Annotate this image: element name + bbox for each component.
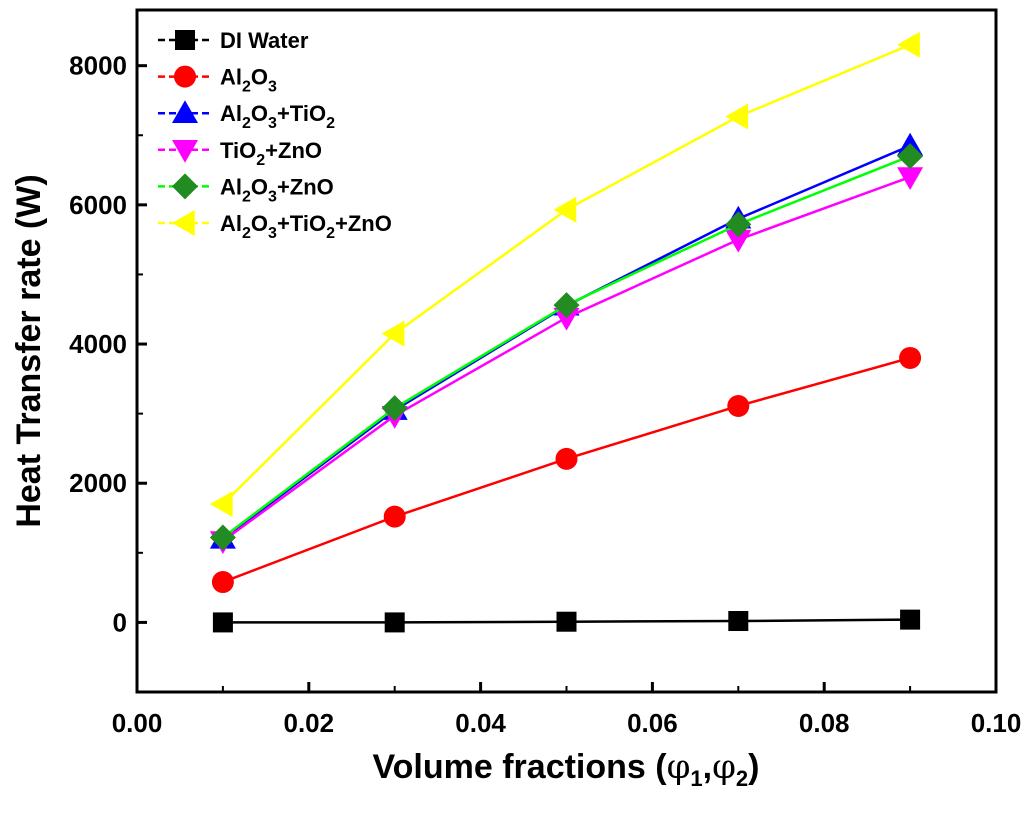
legend-item-al2o3-tio2: Al2O3+TiO2	[158, 100, 335, 132]
x-axis-title: Volume fractions (φ1,φ2)	[373, 747, 760, 791]
data-point-tio2-zno	[897, 167, 924, 191]
legend-item-al2o3-tio2-zno: Al2O3+TiO2+ZnO	[158, 210, 392, 242]
legend: DI Water Al2O3 Al2O3+TiO2 TiO2+ZnO Al2O3+ZnO…	[158, 28, 392, 242]
x-tick-label: 0.06	[627, 708, 678, 738]
legend-item-al2o3-zno: Al2O3+ZnO	[158, 173, 334, 205]
y-tick-label: 2000	[69, 468, 127, 498]
x-tick-label: 0.02	[283, 708, 334, 738]
legend-marker	[172, 210, 195, 236]
series-di-water	[212, 609, 921, 633]
x-tick-label: 0.10	[971, 708, 1022, 738]
legend-label: DI Water	[220, 28, 309, 53]
x-tick-label: 0.04	[455, 708, 506, 738]
data-point-al2o3-tio2-zno	[381, 320, 405, 347]
legend-item-tio2-zno: TiO2+ZnO	[158, 138, 322, 169]
y-tick-label: 8000	[69, 51, 127, 81]
y-axis-title: Heat Transfer rate (W)	[10, 174, 48, 527]
data-point-al2o3-zno	[209, 524, 236, 551]
data-point-al2o3	[383, 505, 406, 528]
data-point-al2o3-zno	[897, 143, 924, 170]
data-point-al2o3-zno	[725, 211, 752, 238]
legend-label: TiO2+ZnO	[220, 138, 322, 169]
data-point-di-water	[384, 612, 405, 633]
data-point-tio2-zno	[725, 229, 752, 253]
legend-marker	[172, 173, 198, 200]
axis-ticks: 0.00 0.02 0.04 0.06 0.08 0.10 0 2000 4000 6000 800…	[69, 51, 1021, 738]
x-tick-label: 0.00	[112, 708, 163, 738]
series-line-al2o3	[222, 356, 911, 584]
legend-item-al2o3: Al2O3	[158, 65, 277, 96]
y-tick-label: 4000	[69, 329, 127, 359]
series-group	[209, 31, 924, 633]
data-point-al2o3-tio2-zno	[897, 31, 920, 58]
legend-marker	[175, 30, 195, 50]
data-point-di-water	[212, 612, 233, 633]
series-al2o3-tio2-zno	[209, 31, 920, 518]
data-point-al2o3-zno	[381, 395, 408, 422]
data-point-al2o3	[899, 346, 922, 369]
legend-label: Al2O3	[220, 65, 277, 96]
legend-marker	[174, 65, 196, 88]
legend-marker	[172, 100, 198, 123]
x-tick-label: 0.08	[799, 708, 850, 738]
data-point-al2o3	[555, 447, 578, 470]
series-al2o3-zno	[209, 143, 924, 551]
legend-label: Al2O3+TiO2+ZnO	[220, 211, 392, 242]
legend-marker	[172, 140, 198, 163]
legend-label: Al2O3+ZnO	[220, 174, 334, 205]
data-point-di-water	[556, 611, 577, 632]
y-tick-label: 0	[113, 607, 127, 637]
data-point-tio2-zno	[553, 307, 580, 331]
data-point-al2o3-tio2-zno	[725, 103, 749, 130]
data-point-al2o3	[211, 571, 234, 594]
data-point-al2o3-tio2-zno	[553, 196, 577, 223]
data-point-al2o3	[727, 394, 750, 417]
y-tick-label: 6000	[69, 190, 127, 220]
data-point-al2o3-tio2-zno	[209, 491, 233, 518]
series-al2o3	[211, 346, 922, 594]
legend-item-di-water: DI Water	[158, 28, 309, 53]
data-point-di-water	[728, 611, 749, 632]
legend-label: Al2O3+TiO2	[220, 101, 335, 132]
data-point-di-water	[900, 609, 921, 630]
data-point-al2o3-zno	[553, 292, 580, 319]
